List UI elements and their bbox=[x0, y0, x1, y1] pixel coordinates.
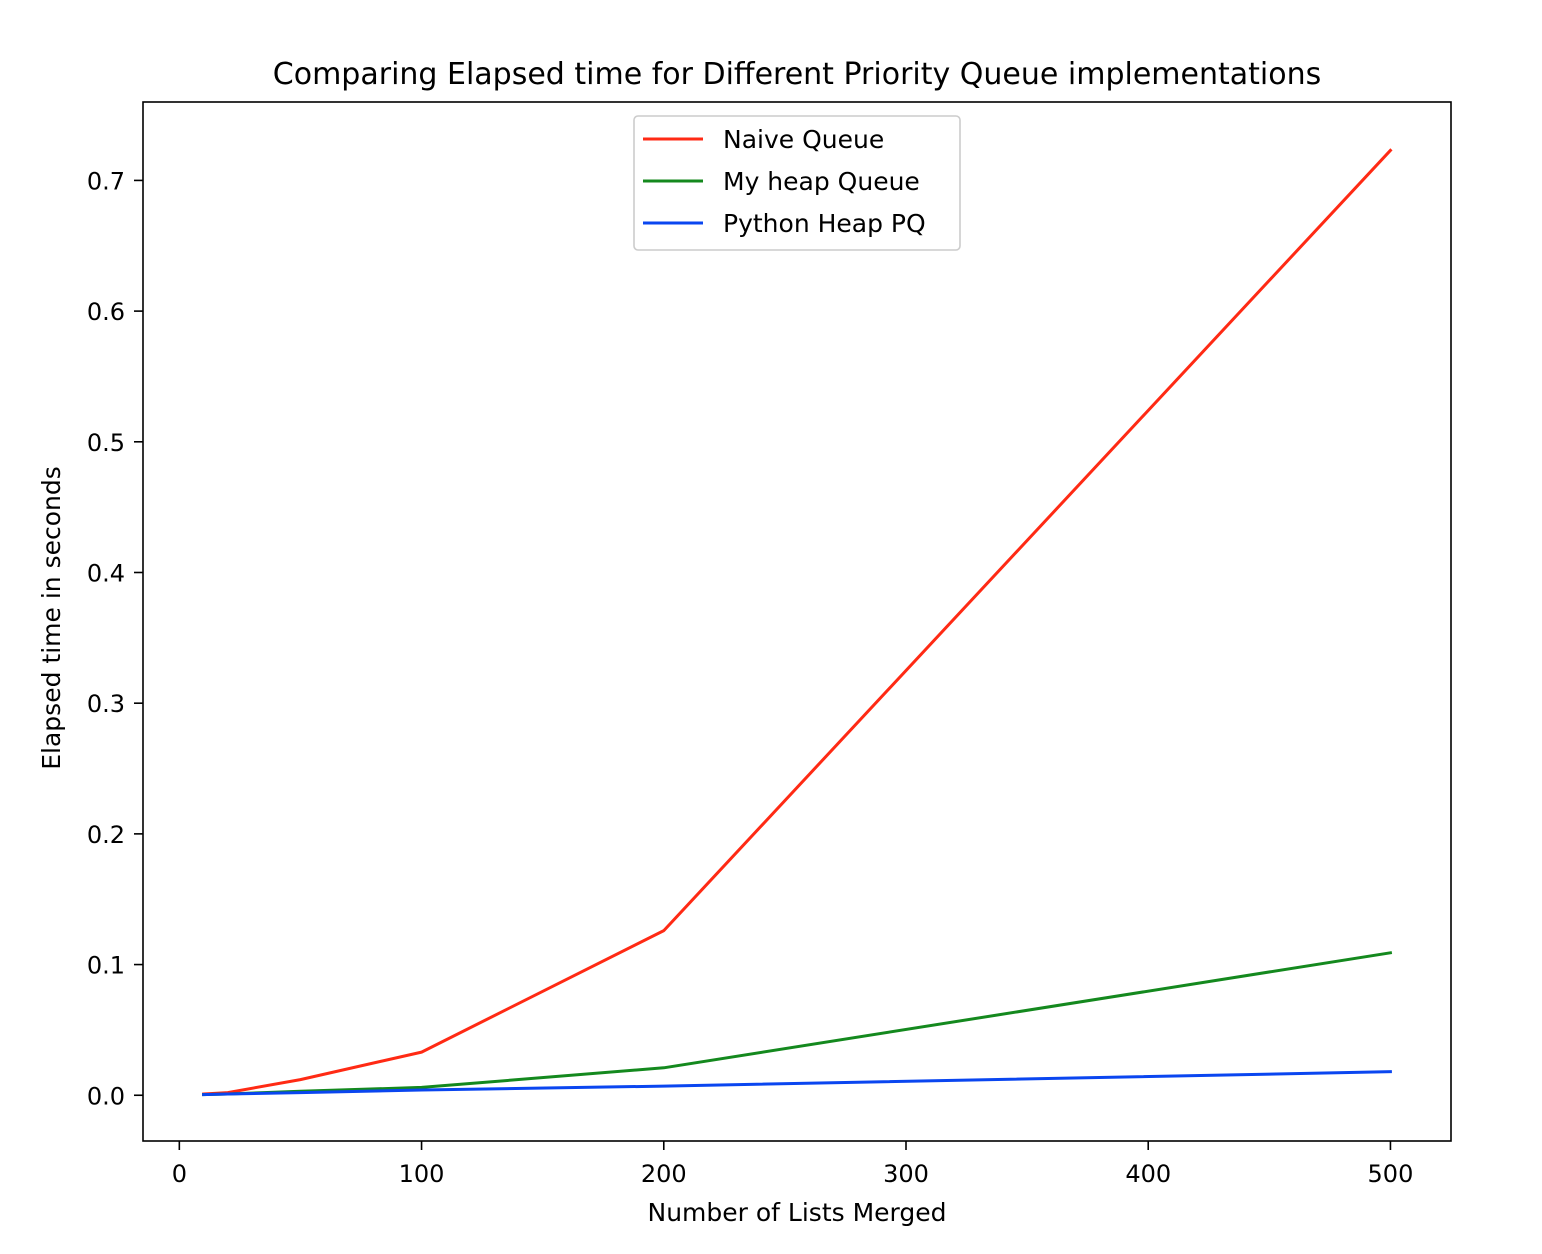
x-tick-label: 500 bbox=[1368, 1160, 1414, 1188]
legend-entry-label: Naive Queue bbox=[723, 125, 884, 154]
x-tick-label: 300 bbox=[883, 1160, 929, 1188]
y-tick-label: 0.2 bbox=[87, 821, 125, 849]
y-axis-label: Elapsed time in seconds bbox=[37, 466, 66, 770]
legend-entry-label: Python Heap PQ bbox=[723, 209, 926, 238]
legend-box bbox=[633, 115, 961, 251]
chart-title: Comparing Elapsed time for Different Pri… bbox=[273, 57, 1321, 92]
x-tick-label: 200 bbox=[641, 1160, 687, 1188]
axes-frame bbox=[142, 101, 1452, 1142]
x-axis-label: Number of Lists Merged bbox=[648, 1198, 947, 1227]
y-tick-label: 0.5 bbox=[87, 429, 125, 457]
y-tick-label: 0.4 bbox=[87, 559, 125, 587]
y-tick-label: 0.0 bbox=[87, 1082, 125, 1110]
y-tick-label: 0.1 bbox=[87, 952, 125, 980]
plot-area: 0 100 200 300 400 500 0.0 0.1 0.2 0.3 0.4 0.5 0.6 0.7 bbox=[87, 101, 1452, 1188]
y-tick-label: 0.7 bbox=[87, 167, 125, 195]
y-tick-label: 0.3 bbox=[87, 690, 125, 718]
series-line-3 bbox=[202, 1070, 1392, 1097]
legend-entry-label: My heap Queue bbox=[723, 167, 920, 196]
x-tick-label: 0 bbox=[172, 1160, 187, 1188]
x-tick-label: 100 bbox=[399, 1160, 445, 1188]
x-tick-label: 400 bbox=[1125, 1160, 1171, 1188]
y-tick-label: 0.6 bbox=[87, 298, 125, 326]
legend: Naive Queue My heap Queue Python Heap PQ bbox=[633, 115, 961, 251]
